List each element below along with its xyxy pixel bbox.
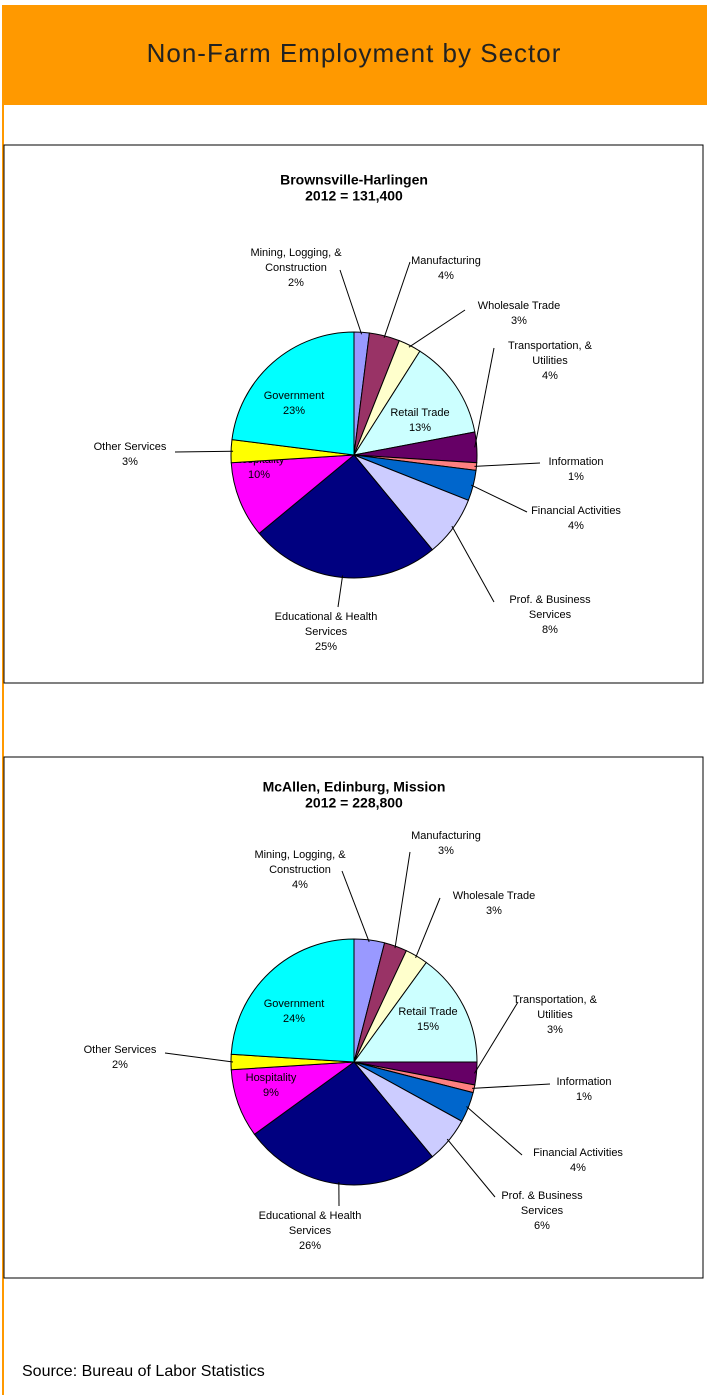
slice-value-label: 2%: [288, 277, 304, 289]
chart-title: McAllen, Edinburg, Mission: [263, 779, 446, 795]
slice-value-label: 25%: [315, 641, 337, 653]
slice-label: Manufacturing: [411, 830, 481, 842]
slice-label: Mining, Logging, &: [254, 849, 346, 861]
slice-label: Manufacturing: [411, 255, 481, 267]
pie-slice: [230, 938, 355, 1063]
chart-title: Brownsville-Harlingen: [280, 172, 428, 188]
slice-value-label: 1%: [576, 1091, 592, 1103]
pie-slice: [353, 961, 478, 1063]
slice-value-label: 4%: [438, 270, 454, 282]
slice-value-label: 1%: [568, 471, 584, 483]
leader-line: [474, 1001, 519, 1074]
chart-subtitle: 2012 = 228,800: [305, 795, 403, 811]
slice-value-label: 10%: [248, 469, 270, 481]
slice-label: Information: [548, 456, 603, 468]
slice-label: Retail Trade: [390, 407, 449, 419]
slice-value-label: 13%: [409, 422, 431, 434]
slice-label: Mining, Logging, &: [250, 247, 342, 259]
leader-line: [339, 269, 363, 335]
slice-value-label: 4%: [570, 1162, 586, 1174]
slice-value-label: 3%: [122, 456, 138, 468]
pie-slice: [230, 454, 356, 535]
leader-line: [474, 462, 541, 467]
slice-label: Government: [264, 390, 325, 402]
slice-label: Construction: [265, 262, 327, 274]
slice-label: Government: [264, 998, 325, 1010]
slice-label: Financial Activities: [533, 1147, 623, 1159]
leader-line: [474, 347, 495, 448]
pie-slice: [352, 350, 476, 456]
slice-value-label: 26%: [299, 1240, 321, 1252]
slice-label: Other Services: [94, 441, 167, 453]
slice-label: Construction: [269, 864, 331, 876]
slice-label: Services: [529, 609, 572, 621]
slice-label: Services: [521, 1205, 564, 1217]
leader-line: [337, 575, 344, 608]
leader-line: [383, 261, 411, 338]
slice-value-label: 23%: [283, 405, 305, 417]
slice-label: Financial Activities: [531, 505, 621, 517]
leader-line: [408, 309, 466, 348]
leader-line: [174, 450, 234, 453]
slice-value-label: 9%: [263, 1087, 279, 1099]
slice-label: Transportation, &: [513, 994, 598, 1006]
leader-line: [164, 1052, 234, 1063]
slice-value-label: 6%: [534, 1220, 550, 1232]
leader-line: [394, 851, 411, 949]
slice-value-label: 3%: [486, 905, 502, 917]
leader-line: [341, 870, 370, 943]
slice-value-label: 3%: [438, 845, 454, 857]
slice-label: Transportation, &: [508, 340, 593, 352]
slice-label: Educational & Health: [259, 1210, 362, 1222]
slice-label: Services: [305, 626, 348, 638]
slice-label: Educational & Health: [275, 611, 378, 623]
source: Source: Bureau of Labor Statistics: [22, 1363, 265, 1380]
pie-slice: [231, 331, 355, 456]
page-title: Non-Farm Employment by Sector: [147, 38, 562, 68]
slice-label: Information: [556, 1076, 611, 1088]
slice-value-label: 2%: [112, 1059, 128, 1071]
leader-line: [415, 897, 441, 959]
leader-line: [451, 525, 495, 603]
chart-subtitle: 2012 = 131,400: [305, 188, 403, 204]
slice-label: Retail Trade: [398, 1006, 457, 1018]
slice-value-label: 8%: [542, 624, 558, 636]
slice-value-label: 3%: [547, 1024, 563, 1036]
slice-label: Hospitality: [246, 1072, 297, 1084]
slice-value-label: 3%: [511, 315, 527, 327]
leader-line: [466, 1106, 523, 1156]
header-band: [4, 5, 707, 105]
leader-line: [446, 1138, 496, 1198]
slice-label: Prof. & Business: [501, 1190, 583, 1202]
slice-value-label: 4%: [292, 879, 308, 891]
slice-label: Services: [289, 1225, 332, 1237]
slice-label: Utilities: [537, 1009, 573, 1021]
slice-label: Prof. & Business: [509, 594, 591, 606]
slice-value-label: 24%: [283, 1013, 305, 1025]
slice-label: Utilities: [532, 355, 568, 367]
leader-line: [470, 484, 528, 513]
slice-label: Wholesale Trade: [478, 300, 561, 312]
slice-value-label: 4%: [542, 370, 558, 382]
leader-line: [472, 1083, 551, 1089]
slice-label: Other Services: [84, 1044, 157, 1056]
slice-label: Wholesale Trade: [453, 890, 536, 902]
slice-value-label: 15%: [417, 1021, 439, 1033]
slice-value-label: 4%: [568, 520, 584, 532]
